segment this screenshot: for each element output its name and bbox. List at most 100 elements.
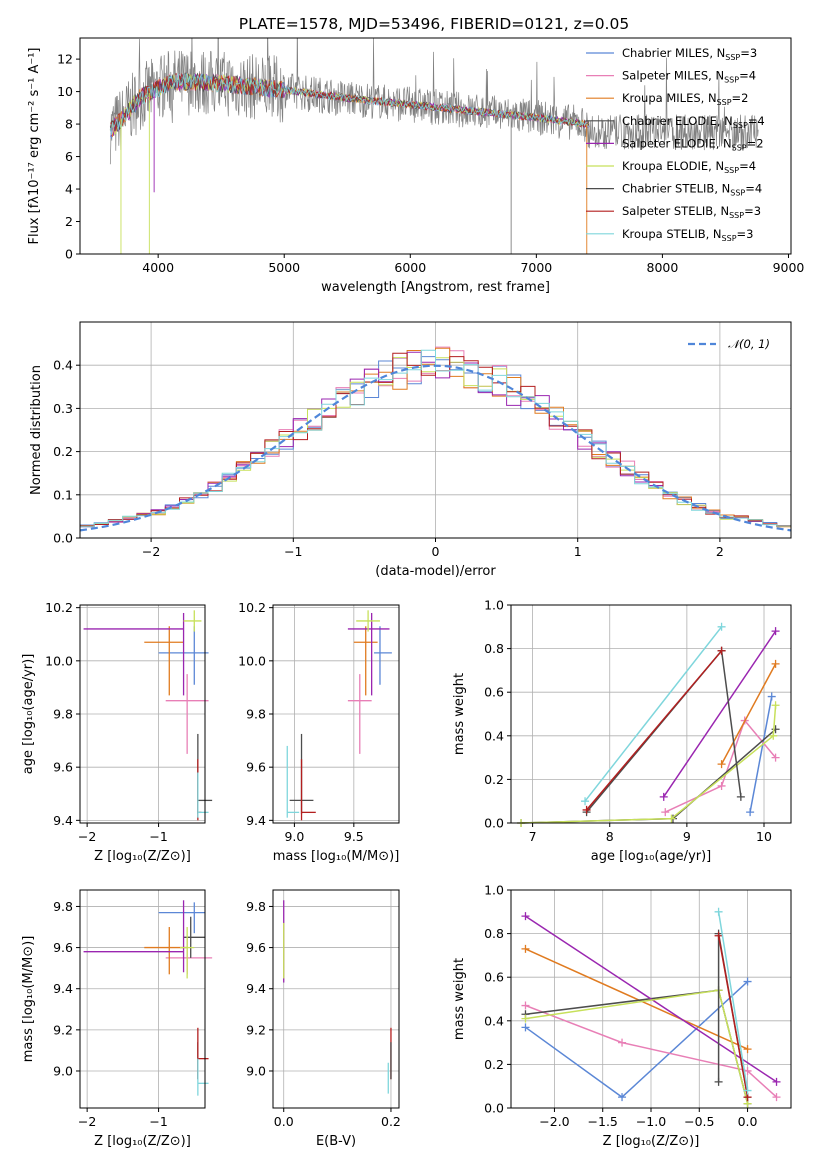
chart-title: PLATE=1578, MJD=53496, FIBERID=0121, z=0… <box>239 15 629 33</box>
legend-subscript: SSP <box>725 53 740 62</box>
mass_vs_EBV-axes <box>273 890 399 1108</box>
weight_vs_Z-series-1 <box>525 1004 778 1098</box>
weight_vs_Z-marker-1-0 <box>521 1001 530 1010</box>
weight_vs_Z-marker-5-0 <box>521 1014 530 1023</box>
mass_vs_Z-frame: −2 −1 9.0 9.2 9.4 9.6 9.8 Z [log₁₀(Z/Z⊙)] mass [… <box>21 889 206 1149</box>
weight_vs_Z-frame: −2.0 −1.5 −1.0 −0.5 0.0 0.0 0.2 0.4 0.6 0.8 1.0 Z [… <box>452 883 792 1149</box>
residuals-xlabel: (data-model)/error <box>375 564 496 579</box>
residuals-frame: −2 −1 0 1 2 0.0 0.1 0.2 0.3 0.4 (data-model)/error… <box>29 321 792 579</box>
age_vs_Z-ytick-label: 10.0 <box>45 653 73 668</box>
spectrum-model-8 <box>109 72 590 136</box>
age_vs_mass-ytick-label: 9.8 <box>246 707 266 722</box>
weight_vs_age-marker-7-0 <box>582 805 591 814</box>
age_vs_Z-xlabel: Z [log₁₀(Z/Z⊙)] <box>94 849 191 864</box>
age_vs_mass-ytick-label: 10.2 <box>238 600 266 615</box>
weight_vs_age-marker-2-0 <box>717 760 726 769</box>
weight_vs_age-series-0 <box>749 696 773 813</box>
weight_vs_Z-xtick-label: −1.0 <box>636 1114 666 1129</box>
weight_vs_Z-ytick-label: 1.0 <box>484 883 504 898</box>
legend-text: Chabrier MILES, N <box>622 46 725 60</box>
weight_vs_Z-ytick-label: 0.8 <box>484 926 504 941</box>
legend-entry-5: Kroupa ELODIE, NSSP=4 <box>622 159 756 175</box>
legend-subscript: SSP <box>722 234 737 243</box>
weight_vs_Z-xtick-label: −2.0 <box>539 1114 569 1129</box>
legend-text: Salpeter ELODIE, N <box>622 136 732 150</box>
weight_vs_age-marker-2-1 <box>771 659 780 668</box>
age_vs_mass-ytick-label: 9.4 <box>246 813 266 828</box>
weight_vs_age-series-4 <box>663 630 777 798</box>
age_vs_mass-xlabel: mass [log₁₀(M/M⊙)] <box>273 849 400 864</box>
age_vs_mass-ytick-label: 10.0 <box>238 653 266 668</box>
mass_vs_Z-xlabel: Z [log₁₀(Z/Z⊙)] <box>94 1134 191 1149</box>
age_vs_Z-ytick-label: 9.4 <box>53 813 73 828</box>
legend-text: Kroupa MILES, N <box>622 91 717 105</box>
legend-text: Kroupa STELIB, N <box>622 227 722 241</box>
spectrum-ytick-label: 12 <box>57 52 73 67</box>
residuals-xtick-label: 1 <box>574 544 582 559</box>
age_vs_Z-ytick-label: 9.8 <box>53 707 73 722</box>
weight_vs_age-ytick-label: 0.6 <box>484 685 504 700</box>
legend-entry-8: Kroupa STELIB, NSSP=3 <box>622 227 753 243</box>
weight_vs_age-ylabel: mass weight <box>452 673 467 755</box>
legend-subscript: SSP <box>733 121 748 130</box>
spectrum-xtick-label: 7000 <box>520 260 552 275</box>
residuals-normal-curve <box>79 364 792 532</box>
mass_vs_Z-ytick-label: 9.4 <box>53 981 73 996</box>
weight_vs_age-marker-5-2 <box>769 731 778 740</box>
age_vs_mass-plot <box>286 610 392 821</box>
weight_vs_age-xtick-label: 8 <box>606 829 614 844</box>
weight_vs_Z-ytick-label: 0.2 <box>484 1057 504 1072</box>
weight_vs_Z-xlabel: Z [log₁₀(Z/Z⊙)] <box>603 1134 700 1149</box>
weight_vs_age-xtick-label: 10 <box>756 829 772 844</box>
weight_vs_Z-ytick-label: 0.4 <box>484 1013 504 1028</box>
legend-tail: =4 <box>739 69 756 83</box>
residuals-ytick-label: 0.3 <box>53 401 73 416</box>
age_vs_Z-frame: −2 −1 9.4 9.6 9.8 10.0 10.2 Z [log₁₀(Z/Z⊙)] age … <box>21 600 206 864</box>
weight_vs_age-ytick-label: 0.4 <box>484 728 504 743</box>
spectrum-plot <box>109 38 759 254</box>
weight_vs_Z-marker-0-1 <box>618 1093 627 1102</box>
age_vs_Z-axes <box>80 605 205 823</box>
weight_vs_Z-xtick-label: −0.5 <box>684 1114 714 1129</box>
residuals-xtick-label: 2 <box>716 544 724 559</box>
mass_vs_EBV-frame: 0.0 0.2 9.0 9.2 9.4 9.6 9.8 E(B-V) <box>246 889 401 1149</box>
residuals-ytick-label: 0.2 <box>53 444 73 459</box>
weight_vs_Z-xtick-label: 0.0 <box>738 1114 758 1129</box>
weight_vs_age-plot <box>517 622 780 827</box>
weight_vs_age-marker-8-0 <box>581 797 590 806</box>
legend-subscript: SSP <box>724 166 739 175</box>
legend-subscript: SSP <box>717 98 732 107</box>
weight_vs_Z-marker-0-0 <box>521 1023 530 1032</box>
age_vs_Z-plot <box>83 610 213 821</box>
spectrum-ytick-label: 0 <box>65 247 73 262</box>
age_vs_Z-ylabel: age [log₁₀(age/yr)] <box>21 654 36 775</box>
legend-tail: =3 <box>744 204 761 218</box>
weight_vs_age-marker-1-0 <box>661 808 670 817</box>
mass_vs_EBV-ytick-label: 9.8 <box>246 899 266 914</box>
legend-entry-6: Chabrier STELIB, NSSP=4 <box>622 182 762 198</box>
mass_vs_Z-ytick-label: 9.2 <box>53 1022 73 1037</box>
age_vs_Z-ytick-label: 9.6 <box>53 760 73 775</box>
residuals-xtick-label: −1 <box>284 544 302 559</box>
residuals-xtick-label: 0 <box>432 544 440 559</box>
residuals-xtick-label: −2 <box>142 544 160 559</box>
spectrum-ytick-label: 10 <box>57 84 73 99</box>
residuals-hist-5 <box>80 352 791 527</box>
legend-tail: =2 <box>732 91 749 105</box>
weight_vs_age-marker-3-2 <box>771 725 780 734</box>
age_vs_mass-frame: 9.0 9.5 9.4 9.6 9.8 10.0 10.2 mass [log₁₀(M/M⊙)… <box>238 600 400 864</box>
weight_vs_age-marker-5-1 <box>667 814 676 823</box>
legend-tail: =4 <box>739 159 756 173</box>
legend-subscript: SSP <box>724 76 739 85</box>
weight_vs_age-series-1 <box>664 719 777 813</box>
legend-text: Salpeter STELIB, N <box>622 204 729 218</box>
spectrum-xtick-label: 8000 <box>647 260 679 275</box>
spectrum-border <box>79 37 792 255</box>
residuals-legend-label: 𝒩(0, 1) <box>728 337 770 351</box>
weight_vs_Z-plot <box>521 907 781 1108</box>
residuals-ytick-label: 0.1 <box>53 487 73 502</box>
mass_vs_EBV-plot <box>283 900 392 1094</box>
spectrum-ytick-label: 6 <box>65 149 73 164</box>
weight_vs_Z-series-2 <box>525 948 748 1050</box>
